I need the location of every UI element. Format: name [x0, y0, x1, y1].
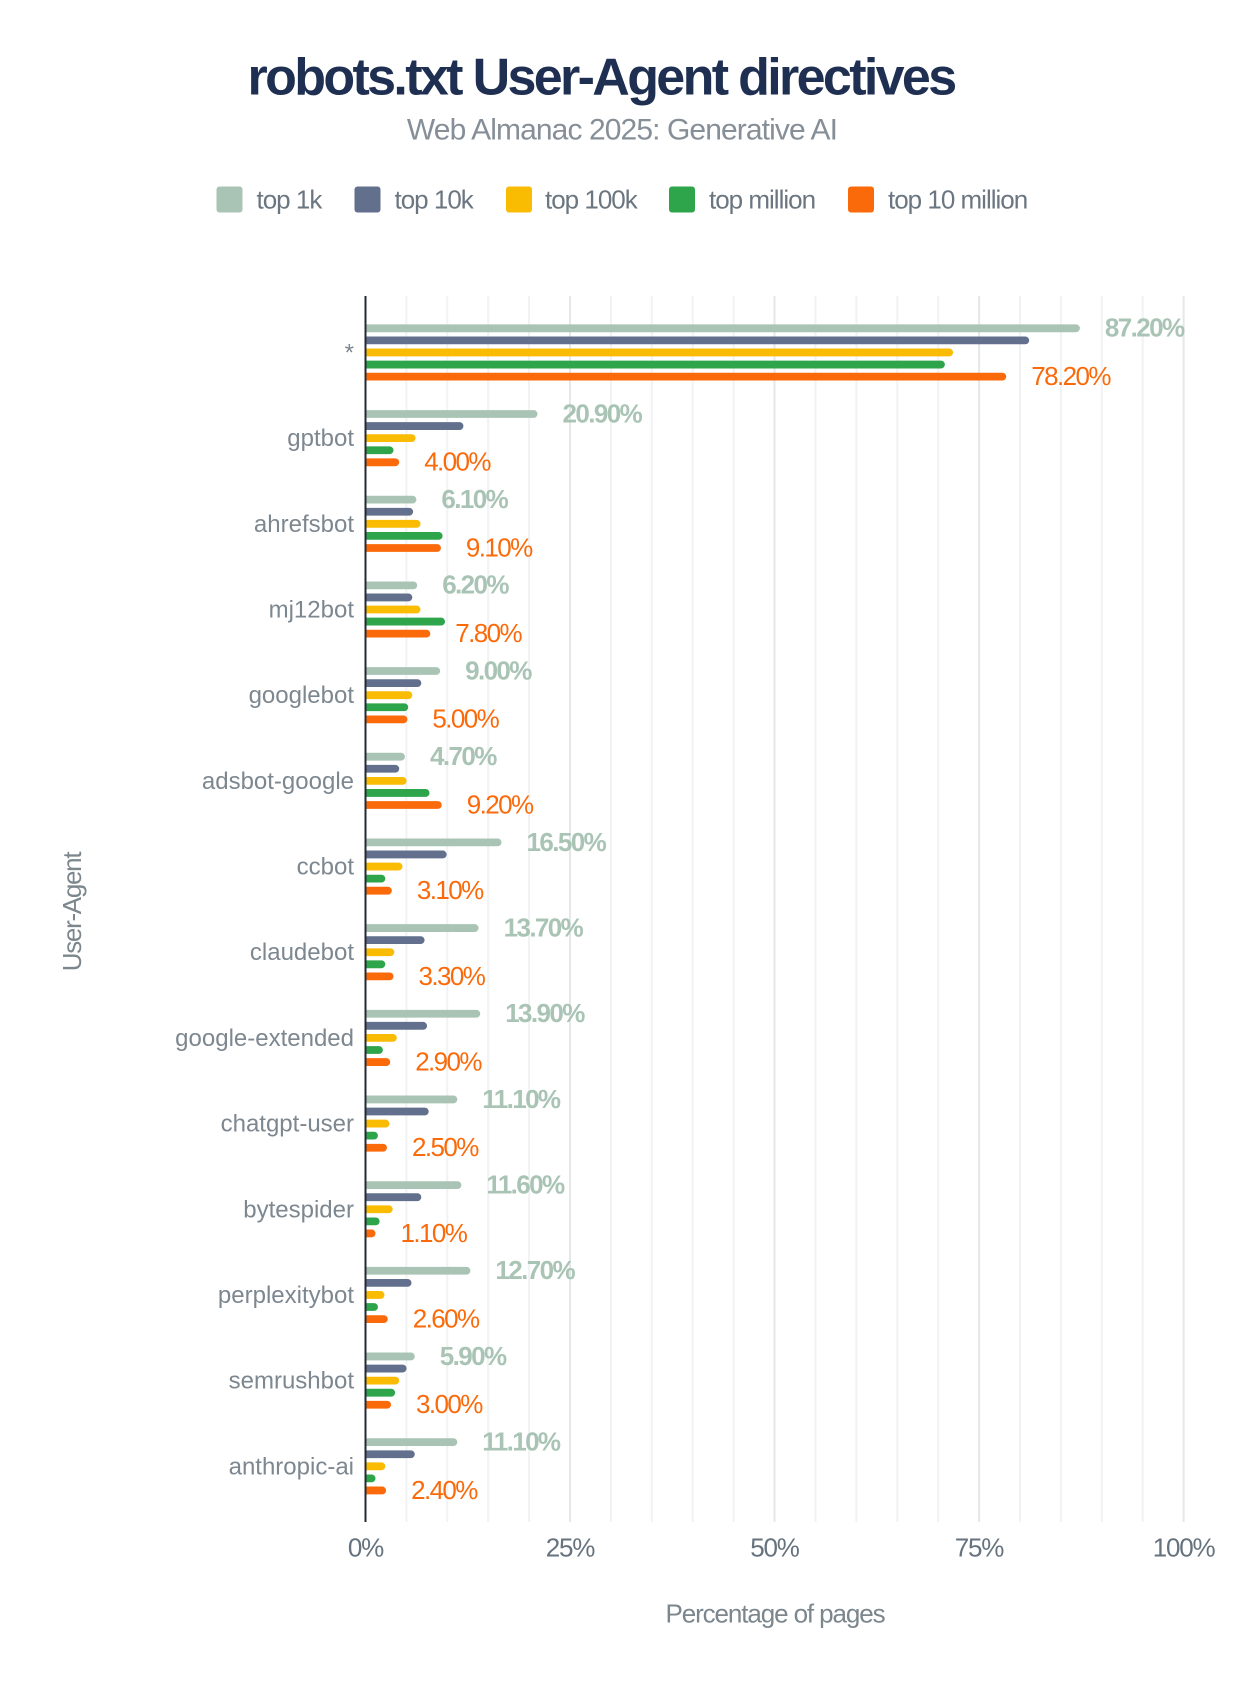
svg-text:4.00%: 4.00% [424, 447, 491, 477]
svg-text:Percentage of pages: Percentage of pages [665, 1599, 885, 1629]
svg-text:87.20%: 87.20% [1105, 313, 1185, 343]
svg-text:11.60%: 11.60% [486, 1170, 565, 1200]
svg-text:1.10%: 1.10% [401, 1218, 468, 1248]
svg-text:9.10%: 9.10% [466, 532, 533, 562]
svg-text:top 100k: top 100k [545, 185, 639, 215]
svg-text:6.20%: 6.20% [442, 570, 509, 600]
svg-text:top 10 million: top 10 million [888, 185, 1027, 215]
svg-text:5.90%: 5.90% [440, 1341, 507, 1371]
svg-text:9.00%: 9.00% [465, 655, 532, 685]
svg-text:anthropic-ai: anthropic-ai [229, 1453, 354, 1480]
svg-text:4.70%: 4.70% [430, 741, 497, 771]
svg-text:78.20%: 78.20% [1031, 361, 1111, 391]
svg-text:75%: 75% [955, 1533, 1005, 1563]
svg-text:chatgpt-user: chatgpt-user [221, 1111, 354, 1138]
svg-text:6.10%: 6.10% [441, 484, 508, 514]
svg-text:googlebot: googlebot [249, 682, 355, 709]
svg-text:ccbot: ccbot [297, 854, 355, 881]
svg-text:3.00%: 3.00% [416, 1389, 483, 1419]
svg-text:2.60%: 2.60% [413, 1304, 480, 1334]
svg-text:2.40%: 2.40% [411, 1475, 478, 1505]
svg-text:9.20%: 9.20% [467, 789, 534, 819]
svg-text:2.90%: 2.90% [415, 1047, 482, 1077]
svg-text:12.70%: 12.70% [495, 1255, 575, 1285]
svg-text:13.90%: 13.90% [505, 998, 585, 1028]
svg-text:7.80%: 7.80% [455, 618, 522, 648]
svg-text:mj12bot: mj12bot [269, 597, 355, 624]
svg-text:top 1k: top 1k [257, 185, 324, 215]
svg-text:Web Almanac 2025: Generative A: Web Almanac 2025: Generative AI [407, 113, 837, 146]
svg-text:*: * [345, 340, 354, 367]
svg-text:adsbot-google: adsbot-google [202, 768, 354, 795]
svg-text:100%: 100% [1153, 1533, 1216, 1563]
svg-text:11.10%: 11.10% [482, 1427, 561, 1457]
svg-text:50%: 50% [750, 1533, 800, 1563]
svg-text:13.70%: 13.70% [504, 913, 584, 943]
svg-text:User-Agent: User-Agent [57, 851, 87, 972]
svg-text:robots.txt User-Agent directiv: robots.txt User-Agent directives [248, 49, 956, 107]
svg-text:0%: 0% [348, 1533, 384, 1563]
svg-text:top million: top million [709, 185, 815, 215]
svg-text:perplexitybot: perplexitybot [218, 1282, 354, 1309]
svg-text:semrushbot: semrushbot [229, 1368, 355, 1395]
svg-text:20.90%: 20.90% [563, 398, 643, 428]
svg-text:claudebot: claudebot [250, 939, 354, 966]
svg-text:2.50%: 2.50% [412, 1132, 479, 1162]
svg-text:25%: 25% [546, 1533, 596, 1563]
svg-text:gptbot: gptbot [287, 425, 354, 452]
svg-text:5.00%: 5.00% [432, 704, 499, 734]
svg-text:top 10k: top 10k [395, 185, 475, 215]
svg-text:16.50%: 16.50% [527, 827, 607, 857]
svg-text:3.10%: 3.10% [417, 875, 484, 905]
svg-text:ahrefsbot: ahrefsbot [254, 511, 354, 538]
svg-text:bytespider: bytespider [243, 1196, 354, 1223]
svg-text:3.30%: 3.30% [419, 961, 486, 991]
svg-text:11.10%: 11.10% [482, 1084, 561, 1114]
svg-text:google-extended: google-extended [175, 1025, 354, 1052]
